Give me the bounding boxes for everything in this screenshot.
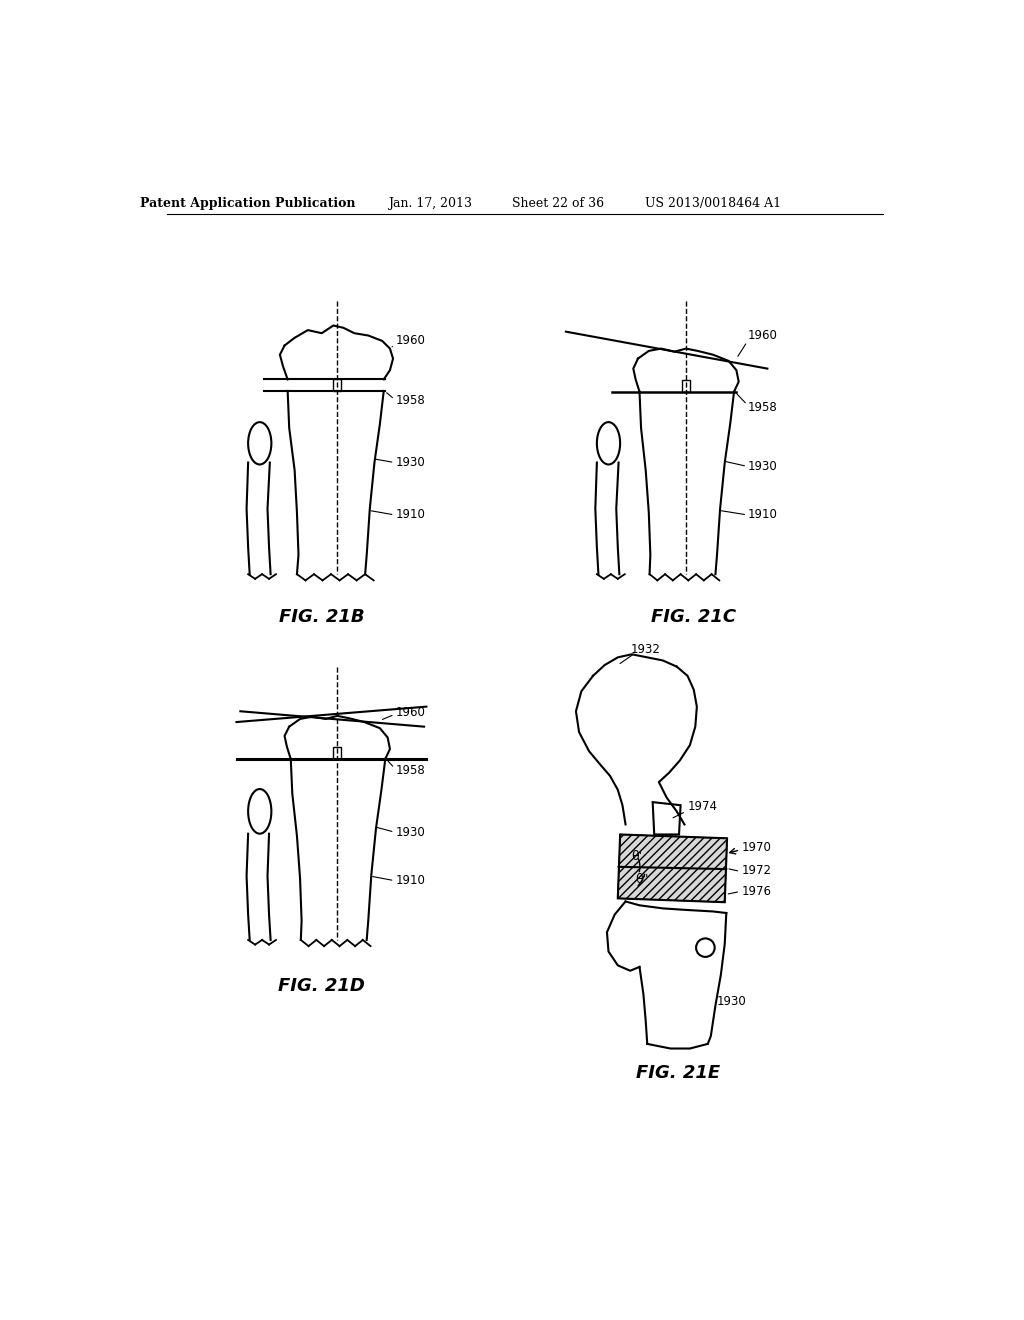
Polygon shape xyxy=(652,803,681,834)
Text: 1930: 1930 xyxy=(395,825,425,838)
Text: 1958: 1958 xyxy=(748,400,778,413)
Text: FIG. 21E: FIG. 21E xyxy=(636,1064,720,1082)
Text: θ": θ" xyxy=(635,873,648,886)
Text: FIG. 21C: FIG. 21C xyxy=(651,607,736,626)
Text: 1910: 1910 xyxy=(748,508,778,521)
Text: 1910: 1910 xyxy=(395,508,425,521)
Text: 1930: 1930 xyxy=(748,459,778,473)
Text: 1960: 1960 xyxy=(395,706,425,719)
Polygon shape xyxy=(617,834,727,903)
Text: 1976: 1976 xyxy=(741,884,772,898)
Text: 1960: 1960 xyxy=(748,329,778,342)
Bar xyxy=(334,379,341,391)
Text: US 2013/0018464 A1: US 2013/0018464 A1 xyxy=(645,197,781,210)
Text: 1932: 1932 xyxy=(630,643,660,656)
Text: 1930: 1930 xyxy=(717,995,746,1008)
Bar xyxy=(334,747,341,759)
Text: Patent Application Publication: Patent Application Publication xyxy=(140,197,356,210)
Text: 1970: 1970 xyxy=(741,841,772,854)
Text: FIG. 21B: FIG. 21B xyxy=(279,607,365,626)
Text: 1960: 1960 xyxy=(395,334,425,347)
Text: θ': θ' xyxy=(632,850,643,862)
Text: 1972: 1972 xyxy=(741,865,772,878)
Text: Jan. 17, 2013: Jan. 17, 2013 xyxy=(388,197,472,210)
Text: 1958: 1958 xyxy=(395,764,425,777)
Text: Sheet 22 of 36: Sheet 22 of 36 xyxy=(512,197,604,210)
Text: 1958: 1958 xyxy=(395,395,425,408)
Bar xyxy=(682,380,690,392)
Text: FIG. 21D: FIG. 21D xyxy=(279,977,366,995)
Text: 1930: 1930 xyxy=(395,455,425,469)
Text: 1974: 1974 xyxy=(687,800,718,813)
Text: 1910: 1910 xyxy=(395,874,425,887)
